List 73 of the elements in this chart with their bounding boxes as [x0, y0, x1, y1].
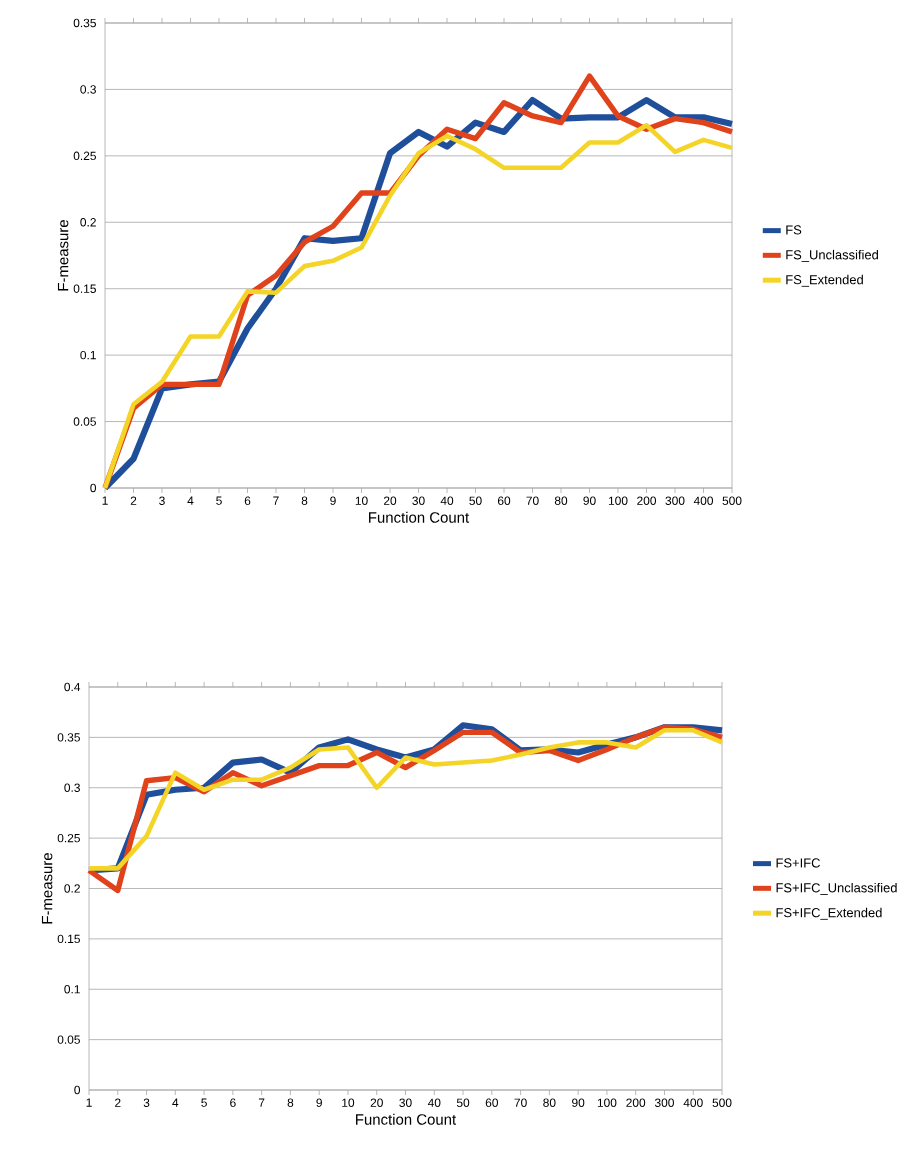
x-axis-title: Function Count	[356, 1113, 457, 1125]
x-tick-label: 400	[683, 1098, 703, 1107]
x-tick-label: 50	[456, 1098, 470, 1107]
y-tick-label: 0.25	[73, 151, 96, 161]
legend-label: FS_Extended	[786, 274, 863, 287]
y-tick-label: 0.1	[64, 985, 80, 994]
x-tick-label: 30	[412, 496, 425, 505]
x-axis-title: Function Count	[369, 511, 470, 523]
y-axis-title: F-measure	[41, 853, 53, 924]
x-tick-label: 70	[526, 496, 539, 505]
x-tick-label: 100	[597, 1098, 617, 1107]
x-tick-label: 5	[216, 496, 222, 505]
x-tick-label: 30	[399, 1098, 412, 1107]
x-tick-label: 1	[86, 1098, 92, 1107]
x-tick-label: 80	[543, 1098, 556, 1107]
x-tick-label: 40	[427, 1098, 441, 1107]
y-tick-label: 0.35	[57, 733, 80, 742]
x-tick-label: 300	[665, 496, 685, 505]
y-tick-label: 0	[74, 1085, 81, 1095]
x-tick-label: 5	[201, 1098, 207, 1107]
x-tick-label: 20	[370, 1098, 383, 1107]
x-tick-label: 70	[514, 1098, 527, 1107]
y-tick-label: 0.3	[80, 85, 96, 94]
x-tick-label: 300	[654, 1098, 674, 1107]
y-tick-label: 0.2	[80, 218, 96, 227]
y-tick-label: 0.05	[57, 1035, 80, 1044]
y-tick-label: 0.3	[64, 783, 80, 792]
x-tick-label: 90	[572, 1098, 585, 1107]
y-tick-label: 0.1	[80, 350, 96, 360]
x-tick-label: 8	[301, 496, 308, 505]
x-tick-label: 3	[159, 496, 165, 505]
x-tick-label: 6	[244, 496, 251, 505]
x-tick-label: 100	[608, 496, 628, 505]
x-tick-label: 500	[722, 496, 742, 505]
y-tick-label: 0.15	[73, 284, 96, 293]
x-tick-label: 2	[115, 1098, 121, 1107]
x-tick-label: 4	[187, 496, 194, 505]
x-tick-label: 10	[342, 1098, 355, 1107]
legend-label: FS+IFC_Unclassified	[776, 882, 897, 895]
y-tick-label: 0.05	[73, 417, 96, 426]
legend-label: FS_Unclassified	[786, 249, 878, 262]
y-tick-label: 0	[90, 483, 97, 493]
y-tick-label: 0.25	[57, 833, 80, 843]
x-tick-label: 2	[130, 496, 137, 505]
x-tick-label: 50	[469, 496, 482, 505]
x-tick-label: 7	[258, 1098, 265, 1107]
x-tick-label: 20	[383, 496, 397, 505]
x-tick-label: 1	[102, 496, 108, 505]
x-tick-label: 4	[172, 1098, 179, 1107]
x-tick-label: 9	[330, 496, 336, 505]
x-tick-label: 40	[440, 496, 454, 505]
legend-label: FS+IFC	[776, 858, 820, 868]
legend-label: FS	[786, 225, 802, 235]
y-tick-label: 0.35	[73, 18, 96, 28]
x-tick-label: 90	[583, 496, 596, 505]
x-tick-label: 6	[230, 1098, 236, 1107]
x-tick-label: 500	[712, 1098, 732, 1107]
x-tick-label: 7	[273, 496, 279, 505]
x-tick-label: 60	[497, 496, 511, 505]
x-tick-label: 60	[485, 1098, 499, 1107]
legend-label: FS+IFC_Extended	[776, 907, 882, 920]
x-tick-label: 9	[316, 1098, 322, 1107]
x-tick-label: 400	[693, 496, 714, 505]
x-tick-label: 80	[554, 496, 568, 505]
y-tick-label: 0.4	[64, 682, 81, 692]
y-axis-title: F-measure	[57, 220, 69, 291]
x-tick-label: 10	[355, 496, 368, 505]
x-tick-label: 8	[287, 1098, 294, 1107]
x-tick-label: 200	[637, 496, 657, 505]
y-tick-label: 0.15	[57, 934, 80, 944]
x-tick-label: 200	[626, 1098, 646, 1107]
y-tick-label: 0.2	[64, 884, 80, 893]
x-tick-label: 3	[143, 1098, 150, 1107]
